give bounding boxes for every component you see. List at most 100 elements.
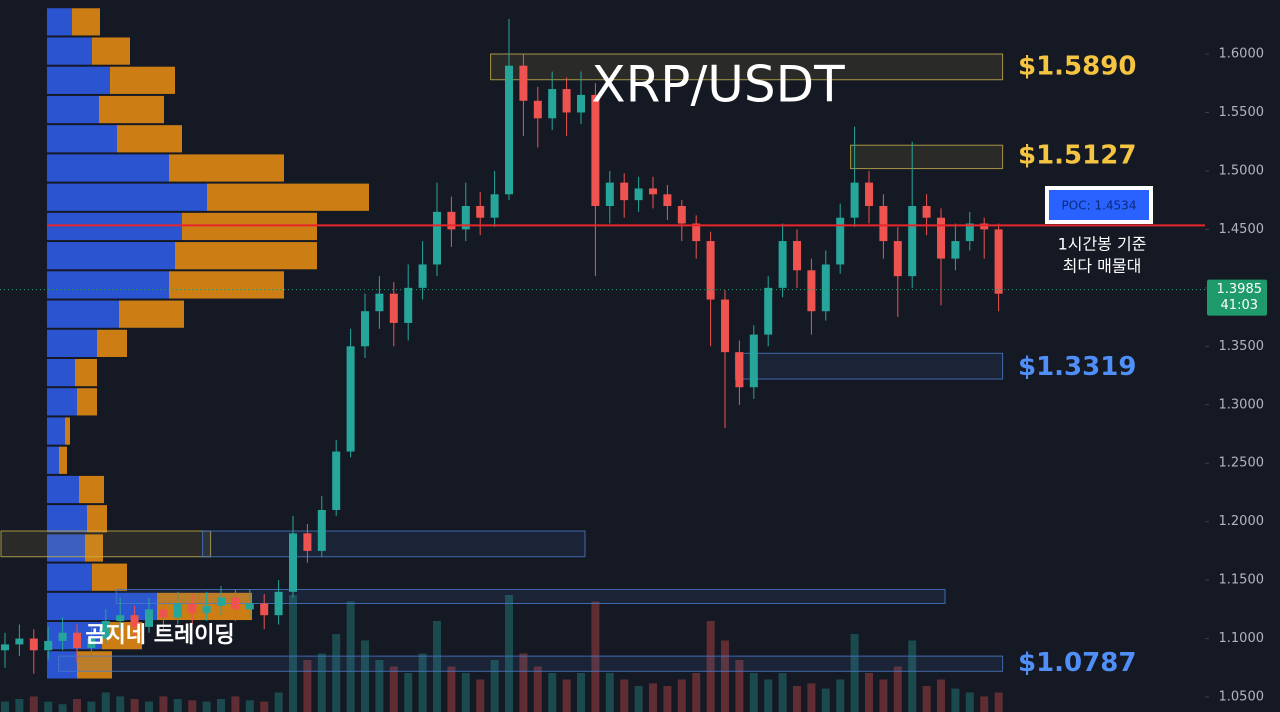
volume-bar xyxy=(893,666,902,712)
candle-body xyxy=(217,597,225,606)
level-label: $1.0787 xyxy=(1018,648,1136,678)
level-label: $1.3319 xyxy=(1018,352,1136,382)
poc-box-inner xyxy=(1049,190,1149,220)
zones xyxy=(0,53,1004,672)
volume-bar xyxy=(677,679,686,712)
volume-bar xyxy=(807,683,816,712)
volume-bar xyxy=(332,634,341,712)
countdown-label: 41:03 xyxy=(1221,298,1258,313)
y-tick-label: 1.1500 xyxy=(1219,573,1265,588)
profile-buy xyxy=(47,358,75,387)
volume-bar xyxy=(951,688,960,712)
candle-body xyxy=(706,241,715,300)
volume-bar xyxy=(548,673,557,712)
candle-body xyxy=(73,632,81,648)
profile-buy xyxy=(47,417,65,445)
volume-bar xyxy=(965,692,974,712)
candle-body xyxy=(375,293,384,312)
volume-bar xyxy=(389,666,398,712)
volume-bar xyxy=(850,634,859,712)
candle-body xyxy=(289,533,297,592)
profile-buy xyxy=(47,271,169,299)
candle-body xyxy=(58,632,67,641)
candle-body xyxy=(461,206,470,230)
profile-sell xyxy=(92,563,127,591)
candle-body xyxy=(29,638,38,651)
candle-body xyxy=(764,287,773,335)
profile-buy xyxy=(47,446,59,474)
volume-bar xyxy=(649,683,657,712)
candle-body xyxy=(692,223,701,242)
candle-body xyxy=(577,94,585,113)
candle-body xyxy=(447,211,456,230)
volume-bar xyxy=(245,700,254,712)
last-price-label: 1.3985 xyxy=(1217,282,1263,297)
candle-body xyxy=(749,334,758,388)
zone xyxy=(115,588,946,605)
candle-body xyxy=(433,211,441,265)
candle-body xyxy=(879,206,888,242)
volume-bar xyxy=(663,686,672,712)
volume-bar xyxy=(879,679,888,712)
candle-body xyxy=(173,603,182,618)
volume-bar xyxy=(404,673,413,712)
volume-bar xyxy=(202,701,211,712)
volume-bar xyxy=(58,704,67,712)
candle-body xyxy=(663,194,672,207)
profile-sell xyxy=(175,242,317,270)
candle-body xyxy=(562,89,571,113)
candle-body xyxy=(994,229,1003,294)
profile-sell xyxy=(207,183,369,211)
chart-title: XRP/USDT xyxy=(591,56,845,114)
volume-bar xyxy=(937,679,945,712)
volume-bar xyxy=(908,640,917,712)
volume-bar xyxy=(764,679,773,712)
last-price-box xyxy=(1207,279,1267,316)
profile-buy xyxy=(47,37,92,65)
volume-bar xyxy=(490,660,499,712)
profile-sell xyxy=(75,358,97,387)
volume-bar xyxy=(778,673,787,712)
volume-bar xyxy=(231,696,240,712)
volume-bar xyxy=(433,621,441,712)
profile-sell xyxy=(59,446,67,474)
candle-body xyxy=(634,188,643,201)
volume-bar xyxy=(29,696,38,712)
profile-buy xyxy=(47,329,97,357)
candle-body xyxy=(821,264,830,312)
volume-bar xyxy=(865,673,873,712)
candle-body xyxy=(389,293,398,323)
candle-body xyxy=(490,194,499,218)
candle-body xyxy=(101,621,110,639)
volume-bar xyxy=(476,679,485,712)
profile-buy xyxy=(47,212,182,241)
volume-bar xyxy=(159,696,168,712)
y-tick-label: 1.3000 xyxy=(1219,397,1265,412)
volume-bar xyxy=(735,660,744,712)
volume-bar xyxy=(634,686,643,712)
volume-bar xyxy=(562,679,571,712)
candle-body xyxy=(922,206,931,218)
volume-bar xyxy=(260,701,269,712)
profile-buy xyxy=(47,300,119,328)
candle-body xyxy=(130,615,139,627)
profile-sell xyxy=(72,8,100,36)
poc-label: POC: 1.4534 xyxy=(1062,199,1137,213)
candle-body xyxy=(937,217,945,259)
y-tick-label: 1.5000 xyxy=(1219,163,1265,178)
volume-bar xyxy=(577,673,585,712)
profile-buy xyxy=(47,66,110,94)
profile-buy xyxy=(47,592,157,621)
profile-buy xyxy=(47,183,207,211)
candle-body xyxy=(735,352,744,388)
candle-body xyxy=(418,264,427,288)
volume-bar xyxy=(447,666,456,712)
volume-bar xyxy=(317,653,326,712)
profile-buy xyxy=(47,563,92,591)
candle-body xyxy=(404,287,413,323)
volume-profile xyxy=(47,8,369,679)
y-tick-label: 1.4500 xyxy=(1219,222,1265,237)
profile-sell xyxy=(65,417,70,445)
